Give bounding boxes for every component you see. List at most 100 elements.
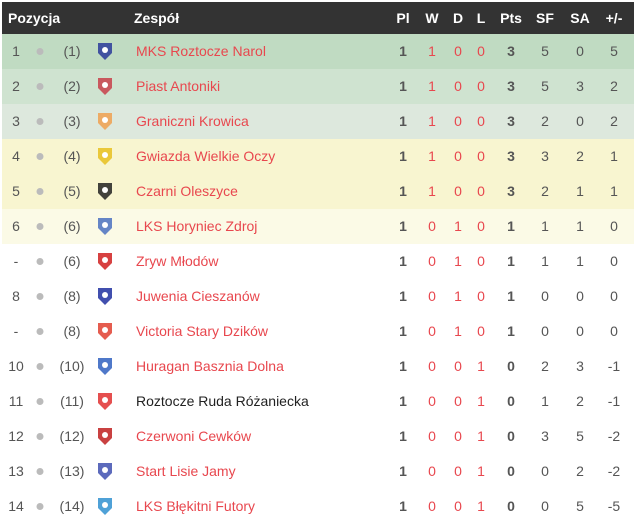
goal-diff: -5 [607, 498, 621, 514]
team-name-link[interactable]: Victoria Stary Dzików [136, 323, 269, 339]
trend-dot-icon [36, 258, 44, 265]
team-name-link[interactable]: Start Lisie Jamy [136, 463, 236, 479]
previous-position: (8) [63, 323, 81, 339]
position: - [13, 323, 19, 339]
goals-for: 1 [541, 253, 549, 269]
goal-diff: -2 [607, 428, 621, 444]
team-name-link[interactable]: Czerwoni Cewków [136, 428, 252, 444]
trend-dot-icon [36, 83, 44, 90]
goals-against: 2 [576, 148, 584, 164]
losses: 0 [477, 218, 485, 234]
position: 2 [12, 78, 20, 94]
team-name-link[interactable]: Gwiazda Wielkie Oczy [136, 148, 276, 164]
draws: 0 [454, 463, 462, 479]
team-name-link[interactable]: Czarni Oleszyce [136, 183, 238, 199]
wins: 0 [428, 498, 436, 514]
table-row: 11 (11) Roztocze Ruda Różaniecka 1 0 0 1 0 1 2 -1 [2, 384, 634, 419]
goal-diff: -1 [607, 358, 621, 374]
losses: 1 [477, 498, 485, 514]
previous-position: (1) [63, 43, 81, 59]
previous-position: (4) [63, 148, 81, 164]
played: 1 [399, 183, 407, 199]
team-name-link[interactable]: Zryw Młodów [136, 253, 219, 269]
goals-against: 2 [576, 393, 584, 409]
draws: 0 [454, 428, 462, 444]
losses: 0 [477, 113, 485, 129]
trend-dot-icon [36, 503, 44, 510]
losses: 1 [477, 428, 485, 444]
goals-against: 2 [576, 463, 584, 479]
losses: 0 [477, 323, 485, 339]
draws: 0 [454, 78, 462, 94]
goals-for: 0 [541, 323, 549, 339]
wins: 0 [428, 428, 436, 444]
trend-dot-icon [36, 363, 44, 370]
draws: 0 [454, 43, 462, 59]
team-name-link[interactable]: MKS Roztocze Narol [136, 43, 266, 59]
team-name-link[interactable]: LKS Błękitni Futory [136, 498, 256, 514]
losses: 0 [477, 253, 485, 269]
team-name-link[interactable]: LKS Horyniec Zdroj [136, 218, 258, 234]
losses: 0 [477, 43, 485, 59]
points: 1 [507, 218, 515, 234]
goals-against: 5 [576, 498, 584, 514]
team-logo-icon [96, 182, 114, 201]
played: 1 [399, 323, 407, 339]
position: 14 [8, 498, 24, 514]
played: 1 [399, 43, 407, 59]
draws: 0 [454, 148, 462, 164]
trend-dot-icon [36, 328, 44, 335]
trend-dot-icon [36, 398, 44, 405]
team-logo-icon [96, 252, 114, 271]
goal-diff: -2 [607, 463, 621, 479]
goal-diff: 0 [610, 323, 618, 339]
table-row: 1 (1) MKS Roztocze Narol 1 1 0 0 3 5 0 5 [2, 34, 634, 69]
position: 6 [12, 218, 20, 234]
position: 8 [12, 288, 20, 304]
goals-against: 5 [576, 428, 584, 444]
played: 1 [399, 113, 407, 129]
previous-position: (10) [59, 358, 85, 374]
previous-position: (11) [60, 393, 84, 409]
draws: 1 [454, 288, 462, 304]
header-played: Pl [396, 10, 410, 26]
team-logo-icon [96, 42, 114, 61]
table-row: 5 (5) Czarni Oleszyce 1 1 0 0 3 2 1 1 [2, 174, 634, 209]
table-row: - (6) Zryw Młodów 1 0 1 0 1 1 1 0 [2, 244, 634, 279]
team-logo-icon [96, 462, 114, 481]
wins: 0 [428, 393, 436, 409]
goals-for: 3 [541, 428, 549, 444]
team-logo-icon [96, 427, 114, 446]
team-name-link[interactable]: Juwenia Cieszanów [136, 288, 260, 304]
goals-for: 2 [541, 358, 549, 374]
trend-dot-icon [36, 293, 44, 300]
position: 13 [8, 463, 24, 479]
goal-diff: 0 [610, 218, 618, 234]
table-row: - (8) Victoria Stary Dzików 1 0 1 0 1 0 0 0 [2, 314, 634, 349]
table-row: 3 (3) Graniczni Krowica 1 1 0 0 3 2 0 2 [2, 104, 634, 139]
wins: 1 [428, 148, 436, 164]
team-name-link[interactable]: Piast Antoniki [136, 78, 221, 94]
team-name-link[interactable]: Graniczni Krowica [136, 113, 249, 129]
previous-position: (13) [59, 463, 85, 479]
table-row: 8 (8) Juwenia Cieszanów 1 0 1 0 1 0 0 0 [2, 279, 634, 314]
trend-dot-icon [36, 223, 44, 230]
points: 0 [507, 428, 515, 444]
table-row: 10 (10) Huragan Basznia Dolna 1 0 0 1 0 2 3 -1 [2, 349, 634, 384]
played: 1 [399, 78, 407, 94]
points: 0 [507, 498, 515, 514]
team-logo-icon [96, 77, 114, 96]
wins: 0 [428, 218, 436, 234]
goal-diff: 2 [610, 113, 618, 129]
played: 1 [399, 393, 407, 409]
team-name-link[interactable]: Huragan Basznia Dolna [136, 358, 284, 374]
goals-for: 2 [541, 183, 549, 199]
header-team: Zespół [134, 10, 180, 26]
wins: 1 [428, 183, 436, 199]
goals-against: 0 [576, 288, 584, 304]
losses: 0 [477, 148, 485, 164]
previous-position: (14) [59, 498, 85, 514]
points: 3 [507, 148, 515, 164]
trend-dot-icon [36, 153, 44, 160]
goal-diff: 0 [610, 253, 618, 269]
